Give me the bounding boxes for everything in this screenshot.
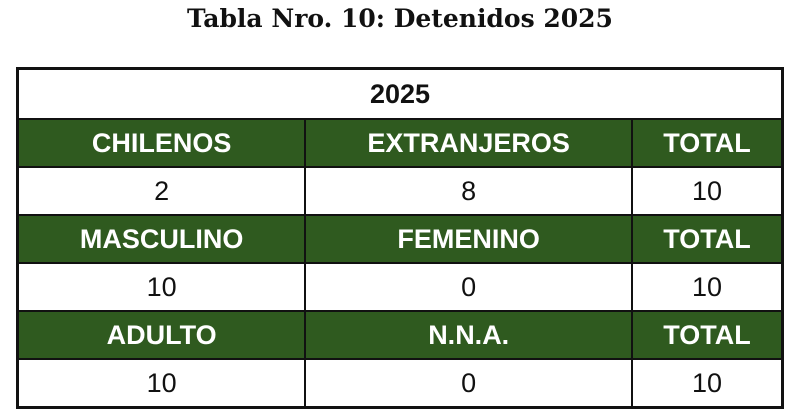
year-row: 2025 bbox=[16, 67, 784, 120]
header-cell: MASCULINO bbox=[16, 214, 307, 264]
header-row: MASCULINO FEMENINO TOTAL bbox=[16, 214, 784, 264]
value-cell: 10 bbox=[16, 358, 307, 409]
value-row: 10 0 10 bbox=[16, 262, 784, 312]
value-cell: 10 bbox=[16, 262, 307, 312]
value-cell: 2 bbox=[16, 166, 307, 216]
header-cell: EXTRANJEROS bbox=[304, 118, 634, 168]
header-row: ADULTO N.N.A. TOTAL bbox=[16, 310, 784, 360]
header-row: CHILENOS EXTRANJEROS TOTAL bbox=[16, 118, 784, 168]
value-cell: 10 bbox=[631, 262, 784, 312]
value-row: 2 8 10 bbox=[16, 166, 784, 216]
header-cell: N.N.A. bbox=[304, 310, 634, 360]
header-cell: FEMENINO bbox=[304, 214, 634, 264]
value-cell: 10 bbox=[631, 358, 784, 409]
value-cell: 10 bbox=[631, 166, 784, 216]
table-title: Tabla Nro. 10: Detenidos 2025 bbox=[187, 4, 613, 33]
value-cell: 0 bbox=[304, 358, 634, 409]
detenidos-table: 2025 CHILENOS EXTRANJEROS TOTAL 2 8 10 MASCU… bbox=[16, 67, 784, 409]
value-cell: 0 bbox=[304, 262, 634, 312]
value-cell: 8 bbox=[304, 166, 634, 216]
header-cell: TOTAL bbox=[631, 214, 784, 264]
header-cell: ADULTO bbox=[16, 310, 307, 360]
year-header: 2025 bbox=[16, 67, 784, 120]
header-cell: TOTAL bbox=[631, 310, 784, 360]
value-row: 10 0 10 bbox=[16, 358, 784, 409]
header-cell: CHILENOS bbox=[16, 118, 307, 168]
header-cell: TOTAL bbox=[631, 118, 784, 168]
